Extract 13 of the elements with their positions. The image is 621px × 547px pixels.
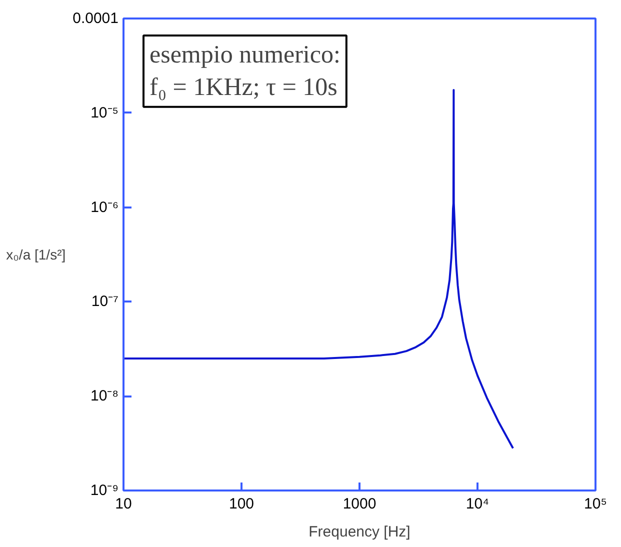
y-tick-label: 10⁻⁵ [90,104,119,122]
x-tick-label: 10⁴ [466,496,490,512]
y-tick-label: 10⁻⁸ [90,388,119,405]
y-axis-title: x₀/a [1/s²] [6,246,66,262]
annotation: f₀ = 1KHz; τ = 10s [150,74,338,101]
x-tick-label: 1000 [342,496,376,512]
x-axis-title: Frequency [Hz] [308,524,410,540]
x-tick-label: 100 [228,496,254,512]
annotation: esempio numerico: [150,42,340,68]
y-tick-label: 10⁻⁶ [90,198,118,216]
y-tick-label: 0.0001 [72,10,119,27]
y-tick-label: 10⁻⁷ [91,293,119,310]
x-tick-label: 10⁵ [584,496,607,512]
